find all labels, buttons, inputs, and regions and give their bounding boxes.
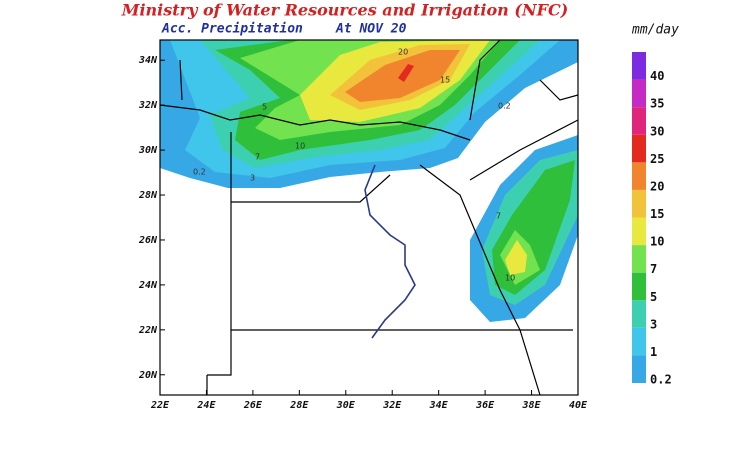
legend-label: 7 — [650, 262, 657, 276]
legend-label: 3 — [650, 317, 657, 331]
legend-swatch — [632, 300, 646, 328]
x-tick-label: 26E — [243, 400, 263, 411]
date: At NOV 20 — [335, 22, 407, 37]
contour-label: 0.2 — [193, 168, 206, 177]
legend-swatch — [632, 217, 646, 246]
x-tick-label: 40E — [569, 400, 588, 411]
legend-label: 5 — [650, 290, 657, 304]
legend-swatch — [632, 162, 646, 190]
x-tick-label: 30E — [336, 400, 356, 411]
legend-swatch — [632, 107, 646, 135]
legend-label: 0.2 — [650, 373, 672, 387]
borders — [159, 39, 579, 396]
legend-swatch — [632, 327, 646, 356]
y-tick-label: 32N — [138, 100, 158, 111]
contour-label: 20 — [398, 48, 408, 57]
frame — [159, 39, 579, 396]
legend-label: 20 — [650, 179, 664, 193]
nile — [364, 164, 416, 339]
x-tick-label: 32E — [382, 400, 402, 411]
legend-label: 30 — [650, 124, 664, 138]
y-tick-label: 20N — [138, 370, 158, 381]
legend-label: 15 — [650, 207, 664, 221]
legend-swatch — [632, 272, 646, 301]
contour-label: 7 — [496, 212, 501, 221]
contour-label: 15 — [440, 76, 450, 85]
legend-swatch — [632, 355, 646, 383]
legend-label: 40 — [650, 69, 664, 83]
subtitle: Acc. Precipitation — [161, 22, 303, 37]
contour-label: 0.2 — [498, 102, 511, 111]
legend-label: 35 — [650, 97, 664, 111]
x-tick-label: 24E — [196, 400, 216, 411]
legend-label: 25 — [650, 152, 664, 166]
contour-label: 7 — [255, 153, 260, 162]
x-tick-label: 34E — [429, 400, 449, 411]
y-tick-label: 26N — [138, 235, 158, 246]
title: Ministry of Water Resources and Irrigati… — [121, 1, 569, 20]
x-tick-label: 38E — [522, 400, 542, 411]
y-tick-label: 34N — [138, 55, 158, 66]
x-tick-label: 22E — [150, 400, 170, 411]
legend-swatch — [632, 134, 646, 163]
y-tick-label: 24N — [138, 280, 158, 291]
contour-label: 3 — [250, 174, 255, 183]
legend-swatch — [632, 52, 646, 80]
contour-label: 5 — [262, 103, 267, 112]
contour-label: 10 — [505, 274, 515, 283]
precipitation-field — [160, 40, 578, 322]
y-tick-label: 30N — [138, 145, 158, 156]
y-tick-label: 22N — [138, 325, 158, 336]
unit: mm/day — [631, 23, 679, 38]
x-tick-label: 28E — [289, 400, 309, 411]
legend-swatch — [632, 79, 646, 108]
legend-label: 1 — [650, 345, 657, 359]
legend-label: 10 — [650, 235, 664, 249]
legend-swatch — [632, 189, 646, 218]
contour-label: 10 — [295, 142, 305, 151]
legend-swatch — [632, 245, 646, 273]
y-tick-label: 28N — [138, 190, 158, 201]
x-tick-label: 36E — [475, 400, 495, 411]
